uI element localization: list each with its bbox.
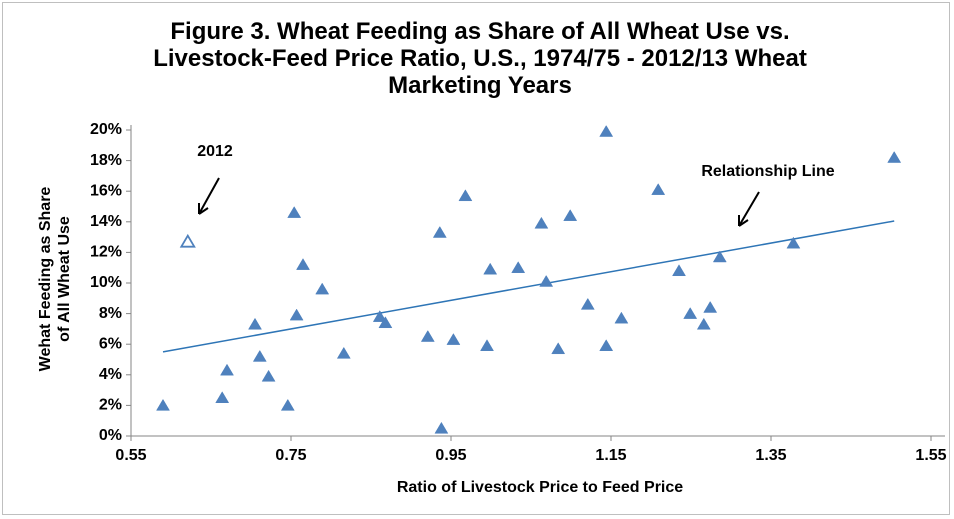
arrow (738, 191, 760, 227)
arrow (198, 177, 220, 215)
data-point (534, 216, 549, 229)
data-point (261, 369, 276, 382)
data-point (289, 308, 304, 321)
data-point (683, 307, 698, 319)
x-tick-label: 1.35 (755, 447, 786, 464)
data-point (372, 310, 387, 322)
data-point (315, 282, 330, 295)
data-point (220, 363, 234, 376)
y-tick-label: 0% (99, 427, 122, 444)
data-point (672, 264, 686, 277)
x-tick-label: 0.95 (435, 447, 466, 464)
x-tick-label: 0.75 (275, 447, 306, 464)
x-tick-label: 0.55 (115, 447, 146, 464)
y-tick-label: 8% (99, 305, 122, 322)
y-tick-label: 4% (99, 366, 122, 383)
data-point (458, 189, 473, 202)
data-point (786, 236, 801, 249)
x-tick-label: 1.15 (595, 447, 626, 464)
chart-title: Figure 3. Wheat Feeding as Share of All … (153, 18, 807, 99)
trend-line (162, 220, 895, 353)
annotation: 2012 (197, 143, 233, 160)
data-point (252, 349, 267, 362)
y-tick-label: 14% (90, 213, 122, 230)
data-point (511, 261, 526, 273)
data-point (599, 339, 614, 351)
y-tick-label: 6% (99, 335, 122, 352)
data-point (446, 333, 461, 345)
data-point (336, 346, 351, 359)
data-point (296, 258, 310, 270)
data-point (480, 339, 494, 351)
data-point (483, 262, 498, 275)
data-point (420, 330, 435, 342)
x-axis-label: Ratio of Livestock Price to Feed Price (397, 479, 683, 496)
data-point (539, 274, 554, 287)
y-tick-label: 12% (90, 244, 122, 261)
y-tick-label: 20% (90, 121, 122, 138)
data-point (378, 316, 393, 329)
data-point (248, 317, 262, 330)
annotation: Relationship Line (701, 163, 834, 180)
data-point (651, 183, 666, 195)
data-point (696, 317, 711, 330)
y-tick-label: 16% (90, 182, 122, 199)
y-tick-label: 10% (90, 274, 122, 291)
data-point (887, 151, 902, 163)
data-point (287, 206, 302, 218)
data-point (432, 226, 447, 238)
y-tick-label: 18% (90, 152, 122, 169)
data-point (215, 391, 230, 403)
data-point (156, 398, 170, 411)
y-tick-label: 2% (99, 397, 122, 414)
data-point (179, 233, 196, 248)
data-point (551, 342, 566, 355)
x-tick-label: 1.55 (915, 447, 946, 464)
data-point (563, 209, 578, 221)
data-point (434, 421, 449, 434)
data-point (280, 398, 295, 411)
data-point (599, 125, 614, 137)
data-point (712, 250, 727, 263)
data-point (703, 300, 718, 313)
data-point (614, 311, 629, 324)
data-point (580, 297, 595, 310)
